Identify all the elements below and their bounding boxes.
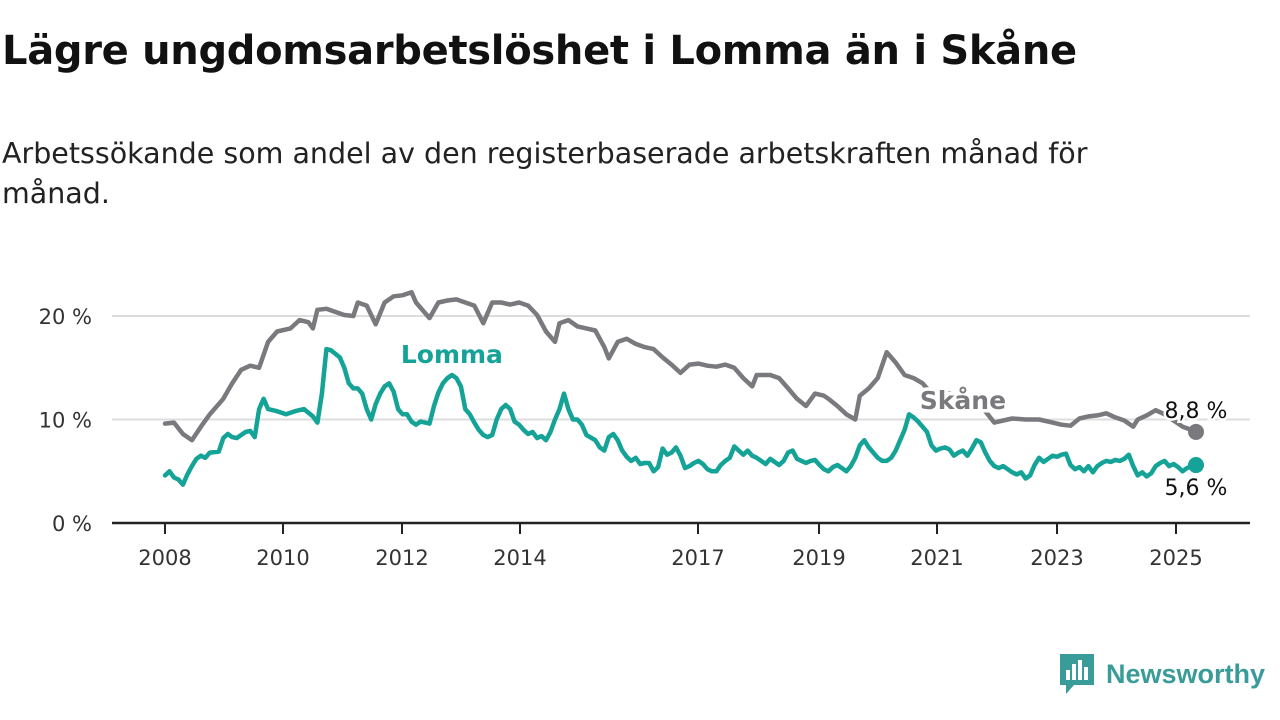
series-line-lomma — [162, 346, 1199, 487]
newsworthy-brand: Newsworthy — [1060, 654, 1265, 694]
y-tick-label: 0 % — [52, 512, 92, 536]
page-subtitle: Arbetssökande som andel av den registerb… — [2, 137, 1088, 210]
series-label: Lomma — [401, 340, 503, 369]
brand-name: Newsworthy — [1106, 658, 1266, 689]
series-line-skane — [162, 289, 1199, 443]
y-tick-label: 20 % — [39, 305, 92, 329]
end-value-label: 5,6 % — [1165, 476, 1228, 501]
x-tick-label: 2021 — [910, 546, 963, 570]
page-title: Lägre ungdomsarbetslöshet i Lomma än i S… — [2, 28, 1077, 74]
end-marker — [1188, 457, 1204, 474]
chart-annotations: 8,8 % 5,6 % Skåne Lomma — [397, 336, 1230, 503]
x-tick-label: 2012 — [375, 546, 428, 570]
end-marker — [1188, 423, 1204, 440]
x-tick-label: 2010 — [256, 546, 309, 570]
gridlines — [112, 315, 1250, 421]
x-tick-label: 2008 — [138, 546, 191, 570]
newsworthy-chart-logo-icon — [1060, 654, 1094, 694]
y-axis-tick-labels: 0 % 10 % 20 % — [39, 305, 92, 536]
end-value-label: 8,8 % — [1165, 399, 1228, 424]
y-tick-label: 10 % — [39, 409, 92, 433]
series-label: Skåne — [920, 386, 1006, 415]
series-lines — [162, 289, 1204, 487]
x-tick-label: 2023 — [1030, 546, 1083, 570]
x-tick-label: 2014 — [493, 546, 546, 570]
x-axis: 2008 2010 2012 2014 2017 2019 2021 2023 2025 — [112, 521, 1250, 570]
x-tick-label: 2017 — [671, 546, 724, 570]
x-tick-label: 2025 — [1149, 546, 1202, 570]
x-tick-label: 2019 — [792, 546, 845, 570]
